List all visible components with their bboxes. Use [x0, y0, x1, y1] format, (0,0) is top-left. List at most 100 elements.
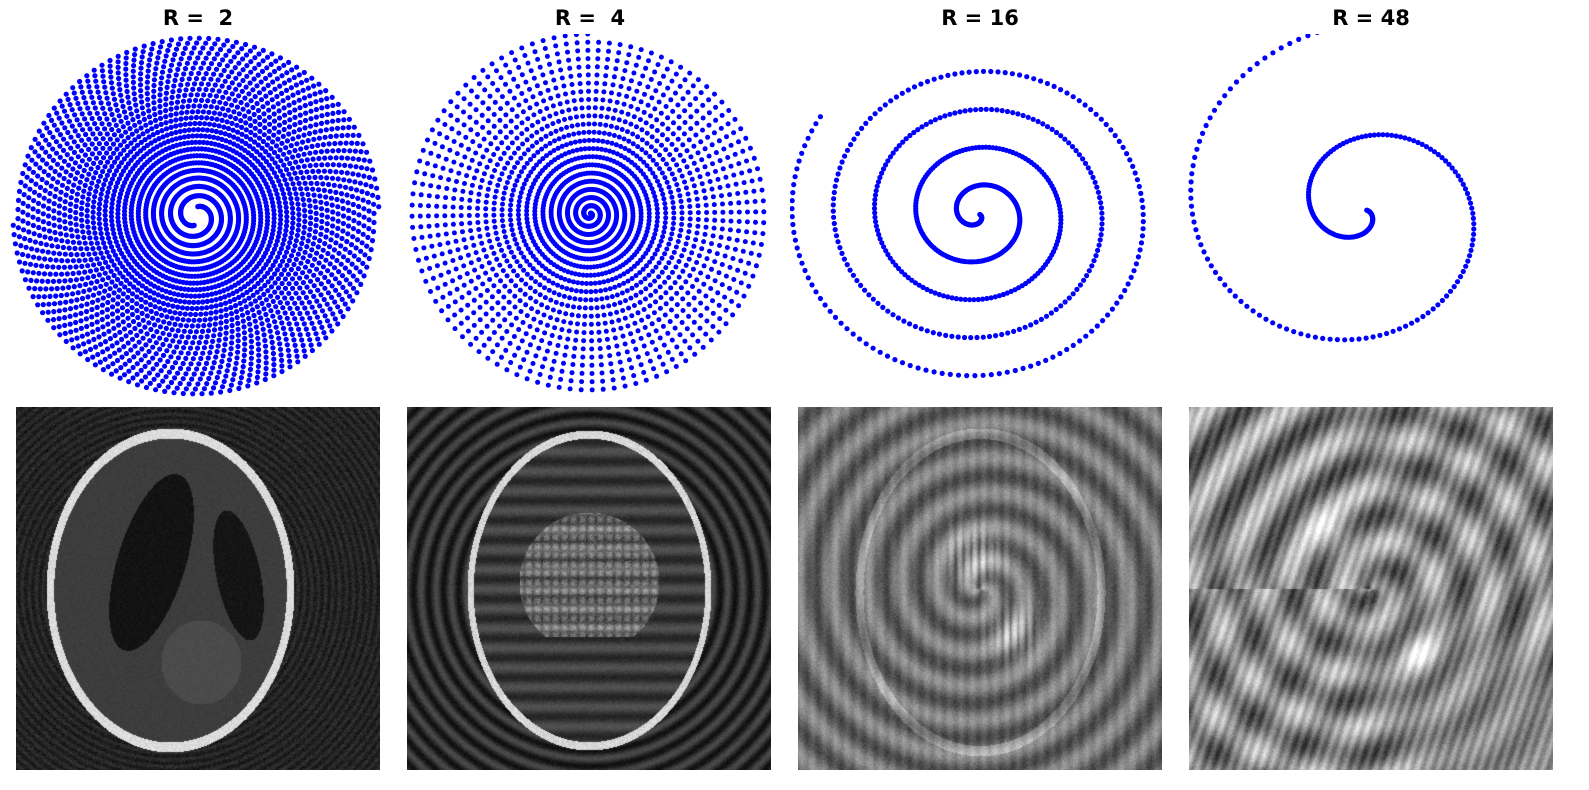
kspace-sample-point: [550, 307, 556, 313]
kspace-sample-point: [524, 313, 530, 319]
kspace-sample-point: [235, 349, 241, 355]
kspace-sample-point: [318, 231, 324, 237]
kspace-sample-point: [212, 380, 219, 386]
kspace-sample-point: [189, 50, 195, 56]
kspace-sample-point: [250, 104, 256, 111]
kspace-sample-point: [225, 107, 231, 113]
kspace-sample-point: [216, 61, 223, 68]
kspace-sample-point: [103, 141, 110, 147]
kspace-sample-point: [543, 133, 549, 139]
kspace-sample-point: [241, 358, 247, 364]
kspace-sample-point: [214, 51, 220, 57]
kspace-sample-point: [514, 259, 520, 265]
kspace-sample-point: [298, 169, 304, 175]
kspace-sample-point: [645, 247, 651, 253]
kspace-sample-point: [311, 272, 317, 278]
kspace-sample-point: [37, 165, 43, 171]
kspace-sample-point: [239, 88, 245, 94]
kspace-sample-point: [350, 132, 356, 138]
kspace-sample-point: [195, 299, 201, 305]
kspace-sample-point: [497, 117, 503, 123]
kspace-sample-point: [609, 294, 615, 300]
kspace-sample-point: [96, 272, 102, 278]
kspace-sample-point: [221, 67, 227, 74]
kspace-sample-point: [284, 300, 290, 306]
kspace-sample-point: [314, 250, 320, 256]
kspace-sample-point: [136, 134, 142, 140]
kspace-sample-point: [302, 213, 308, 219]
kspace-sample-point: [84, 213, 90, 219]
kspace-sample-point: [475, 274, 481, 280]
kspace-sample-point: [612, 284, 618, 290]
kspace-sample-point: [134, 142, 141, 148]
kspace-sample-point: [77, 164, 83, 170]
kspace-sample-point: [603, 122, 609, 128]
kspace-sample-point: [281, 162, 287, 168]
kspace-sample-point: [329, 175, 336, 181]
kspace-sample-point: [178, 56, 184, 62]
kspace-sample-point: [597, 346, 603, 351]
kspace-sample-point: [43, 137, 49, 143]
kspace-sample-point: [57, 300, 63, 306]
kspace-sample-point: [272, 280, 278, 286]
kspace-sample-point: [687, 273, 693, 279]
kspace-sample-point: [634, 282, 639, 288]
kspace-sample-point: [112, 350, 118, 356]
kspace-sample-point: [462, 181, 467, 186]
kspace-sample-point: [253, 324, 259, 330]
kspace-sample-point: [324, 175, 330, 181]
kspace-sample-point: [199, 97, 205, 103]
kspace-sample-point: [327, 188, 333, 194]
kspace-sample-point: [300, 87, 306, 93]
kspace-sample-point: [292, 114, 298, 120]
kspace-sample-point: [103, 90, 109, 96]
kspace-sample-point: [194, 92, 200, 98]
kspace-sample-point: [566, 107, 572, 113]
kspace-sample-point: [215, 36, 221, 42]
kspace-sample-point: [503, 134, 509, 140]
kspace-sample-point: [90, 209, 96, 215]
kspace-sample-point: [211, 71, 217, 77]
kspace-sample-point: [248, 301, 254, 307]
kspace-sample-point: [653, 299, 658, 305]
kspace-sample-point: [168, 62, 175, 68]
kspace-sample-point: [185, 350, 191, 356]
kspace-sample-point: [599, 146, 604, 152]
kspace-sample-point: [584, 272, 590, 278]
kspace-sample-point: [312, 256, 318, 262]
kspace-sample-point: [93, 155, 99, 161]
kspace-sample-point: [189, 376, 195, 382]
kspace-sample-point: [67, 220, 74, 226]
kspace-sample-point: [661, 196, 667, 202]
kspace-sample-point: [104, 231, 110, 237]
kspace-sample-point: [693, 237, 699, 243]
kspace-sample-point: [537, 109, 543, 114]
kspace-sample-point: [628, 121, 634, 127]
kspace-sample-point: [519, 277, 524, 283]
kspace-sample-point: [182, 286, 188, 292]
kspace-sample-point: [209, 128, 215, 134]
kspace-sample-point: [559, 284, 565, 290]
kspace-sample-point: [197, 376, 203, 382]
kspace-sample-point: [273, 143, 280, 149]
kspace-sample-point: [55, 179, 61, 185]
kspace-sample-point: [272, 289, 278, 295]
kspace-sample-point: [670, 269, 675, 275]
kspace-sample-point: [319, 113, 325, 119]
kspace-sample-point: [609, 90, 614, 96]
kspace-sample-point: [335, 204, 341, 210]
kspace-sample-point: [84, 73, 90, 79]
kspace-sample-point: [592, 113, 598, 119]
kspace-sample-point: [60, 285, 66, 291]
kspace-sample-point: [116, 164, 122, 170]
kspace-sample-point: [543, 143, 549, 149]
kspace-sample-point: [100, 324, 106, 330]
kspace-sample-point: [336, 280, 342, 286]
kspace-sample-point: [158, 368, 164, 374]
kspace-sample-point: [656, 260, 662, 266]
kspace-sample-point: [68, 156, 74, 162]
kspace-sample-point: [274, 93, 280, 100]
kspace-sample-point: [109, 205, 115, 211]
kspace-sample-point: [172, 375, 178, 381]
kspace-sample-point: [284, 209, 290, 215]
